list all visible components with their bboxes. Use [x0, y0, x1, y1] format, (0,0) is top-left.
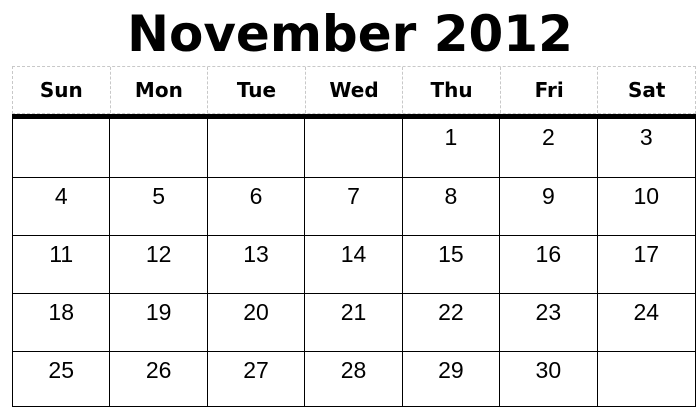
day-cell: 26 — [110, 351, 208, 407]
day-cell: 5 — [110, 177, 208, 235]
day-cell: 17 — [597, 235, 695, 293]
day-cell: 2 — [500, 119, 598, 177]
weekday-header-sun: Sun — [13, 67, 111, 113]
day-cell: 24 — [597, 293, 695, 351]
weekday-header-wed: Wed — [306, 67, 404, 113]
day-cell: 15 — [402, 235, 501, 293]
day-cell: 19 — [110, 293, 208, 351]
day-cell: 25 — [13, 351, 111, 407]
day-cell: 14 — [305, 235, 403, 293]
day-cell: 28 — [305, 351, 403, 407]
day-cell: 16 — [500, 235, 598, 293]
day-cell: 29 — [402, 351, 501, 407]
day-cell: 22 — [402, 293, 501, 351]
day-cell: 1 — [403, 119, 501, 177]
day-cell: 30 — [500, 351, 598, 407]
day-cell: 6 — [207, 177, 306, 235]
day-cell: 12 — [110, 235, 208, 293]
weekday-header-tue: Tue — [208, 67, 306, 113]
day-cell: 9 — [500, 177, 598, 235]
day-cell: 10 — [597, 177, 695, 235]
day-cell: 7 — [305, 177, 403, 235]
day-cell: 23 — [500, 293, 598, 351]
weekday-header-sat: Sat — [628, 78, 666, 102]
day-cell — [208, 119, 306, 177]
weekday-header-row: Sun Mon Tue Wed Thu Fri Sat — [12, 66, 696, 114]
weekday-header-fri: Fri — [501, 67, 599, 113]
day-cell: 18 — [13, 293, 111, 351]
weekday-header-mon: Mon — [111, 67, 209, 113]
day-cell — [13, 119, 111, 177]
day-cell: 3 — [639, 124, 653, 150]
day-cell: 21 — [305, 293, 403, 351]
weekday-header-thu: Thu — [403, 67, 501, 113]
day-cell — [597, 351, 695, 407]
day-cell — [110, 119, 208, 177]
calendar-grid: 1 2 3 4 5 6 7 8 9 10 11 12 13 14 15 16 1… — [12, 119, 696, 407]
day-cell: 27 — [207, 351, 306, 407]
day-cell: 13 — [207, 235, 306, 293]
day-cell — [305, 119, 403, 177]
day-cell: 4 — [13, 177, 111, 235]
day-cell: 8 — [402, 177, 501, 235]
calendar-title: November 2012 — [127, 5, 573, 63]
header-divider — [12, 114, 696, 119]
day-cell: 20 — [207, 293, 306, 351]
day-cell: 11 — [13, 235, 111, 293]
